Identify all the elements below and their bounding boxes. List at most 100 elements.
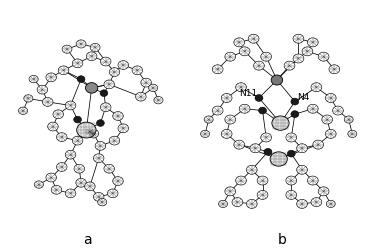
Ellipse shape [212,106,223,115]
Text: a: a [83,233,92,247]
Ellipse shape [100,90,108,97]
Ellipse shape [34,181,43,188]
Ellipse shape [234,140,245,149]
Ellipse shape [37,85,48,94]
Ellipse shape [51,186,62,194]
Ellipse shape [348,130,357,137]
Ellipse shape [322,115,332,124]
Ellipse shape [332,106,343,115]
Ellipse shape [248,34,259,43]
Ellipse shape [326,200,335,207]
Ellipse shape [90,43,100,52]
Ellipse shape [329,65,340,74]
Ellipse shape [325,129,336,138]
Ellipse shape [95,141,106,150]
Ellipse shape [246,199,257,208]
Ellipse shape [56,133,67,141]
Ellipse shape [94,154,104,163]
Ellipse shape [100,103,111,112]
Ellipse shape [293,54,304,63]
Ellipse shape [297,199,307,208]
Ellipse shape [257,190,268,199]
Ellipse shape [46,73,56,82]
Ellipse shape [113,112,123,121]
Ellipse shape [72,59,83,68]
Ellipse shape [47,122,58,131]
Ellipse shape [204,116,213,123]
Ellipse shape [250,144,261,153]
Ellipse shape [118,124,129,133]
Ellipse shape [72,136,83,145]
Ellipse shape [344,116,353,123]
Ellipse shape [307,176,318,185]
Ellipse shape [239,104,250,113]
Ellipse shape [286,133,297,142]
Ellipse shape [232,198,243,207]
Ellipse shape [98,198,107,206]
Ellipse shape [86,83,98,93]
Ellipse shape [77,76,85,82]
Ellipse shape [154,97,163,104]
Ellipse shape [53,110,64,119]
Ellipse shape [104,80,114,89]
Ellipse shape [141,78,151,87]
Ellipse shape [109,136,120,145]
Ellipse shape [200,130,209,137]
Ellipse shape [132,66,142,75]
Ellipse shape [46,173,56,182]
Ellipse shape [65,101,76,110]
Ellipse shape [261,133,272,142]
Ellipse shape [88,129,99,138]
Ellipse shape [62,45,72,53]
Ellipse shape [318,52,329,61]
Ellipse shape [297,165,307,174]
Ellipse shape [236,176,246,185]
Ellipse shape [225,115,236,124]
Text: b: b [278,233,287,247]
Ellipse shape [24,95,33,102]
Ellipse shape [291,111,299,118]
Ellipse shape [135,92,146,101]
Ellipse shape [302,47,313,56]
Ellipse shape [271,75,283,85]
Ellipse shape [74,164,85,173]
Ellipse shape [284,61,295,70]
Ellipse shape [225,187,236,196]
Ellipse shape [76,178,86,187]
Text: N4: N4 [297,93,309,102]
Ellipse shape [261,52,272,61]
Ellipse shape [29,75,38,83]
Ellipse shape [104,164,114,173]
Ellipse shape [76,40,86,48]
Ellipse shape [257,176,268,185]
Ellipse shape [236,83,246,92]
Ellipse shape [286,190,297,199]
Ellipse shape [42,98,53,106]
Ellipse shape [94,192,104,201]
Ellipse shape [254,61,264,70]
Ellipse shape [148,84,158,92]
Ellipse shape [85,182,95,191]
Ellipse shape [239,47,250,56]
Ellipse shape [96,120,104,126]
Ellipse shape [221,93,232,103]
Ellipse shape [225,52,236,61]
Ellipse shape [307,38,318,47]
Ellipse shape [311,198,322,207]
Ellipse shape [255,95,263,101]
Ellipse shape [74,116,82,123]
Ellipse shape [65,189,76,198]
Ellipse shape [325,93,336,103]
Ellipse shape [287,150,295,157]
Ellipse shape [291,98,299,105]
Ellipse shape [56,163,67,171]
Ellipse shape [65,150,76,159]
Ellipse shape [118,61,129,69]
Ellipse shape [293,34,304,43]
Ellipse shape [86,52,97,61]
Text: N11: N11 [239,89,257,98]
Ellipse shape [264,148,272,155]
Ellipse shape [77,122,96,138]
Ellipse shape [318,187,329,196]
Ellipse shape [313,140,324,149]
